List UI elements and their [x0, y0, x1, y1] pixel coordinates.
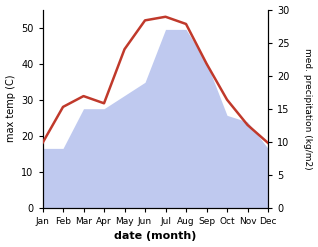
X-axis label: date (month): date (month) — [114, 231, 197, 242]
Y-axis label: med. precipitation (kg/m2): med. precipitation (kg/m2) — [303, 48, 313, 169]
Y-axis label: max temp (C): max temp (C) — [5, 75, 16, 143]
